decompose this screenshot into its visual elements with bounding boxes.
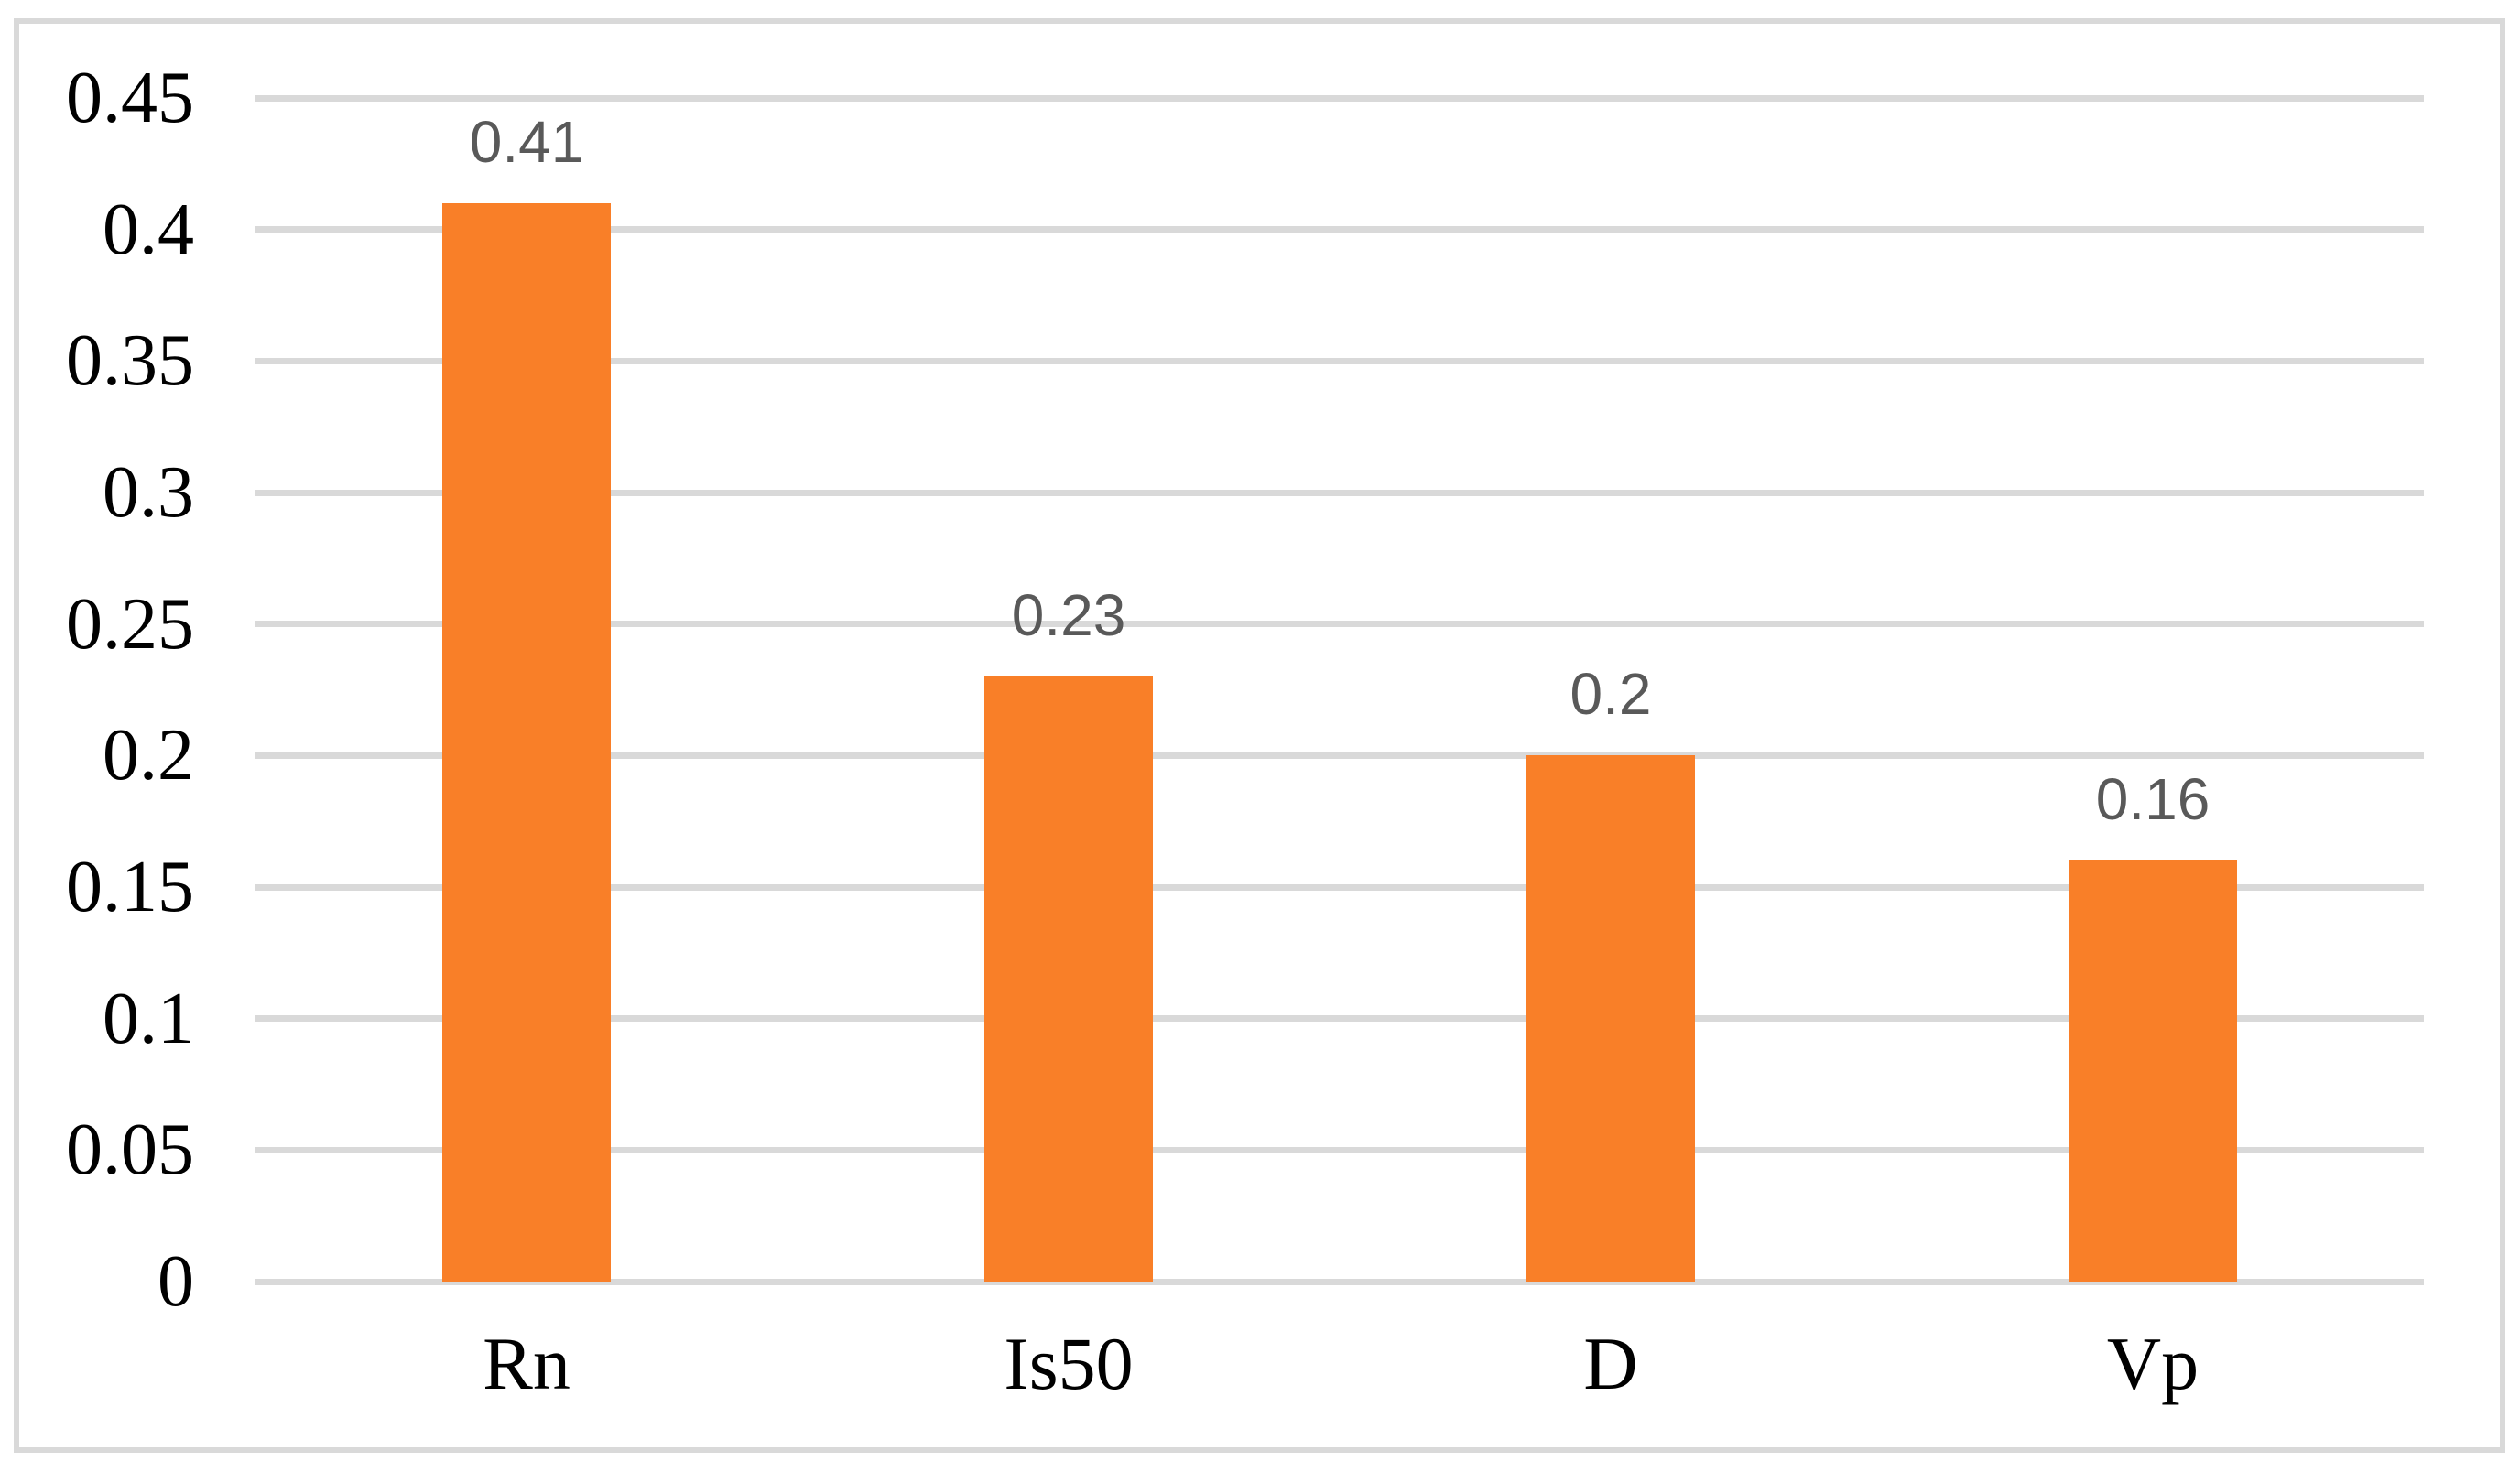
gridline — [255, 1146, 2424, 1153]
gridline — [255, 883, 2424, 891]
y-tick-label: 0.4 — [103, 189, 194, 270]
y-tick-label: 0.35 — [66, 320, 194, 402]
data-label: 0.41 — [469, 108, 584, 175]
data-label: 0.2 — [1570, 661, 1652, 728]
gridline — [255, 94, 2424, 102]
gridline — [255, 752, 2424, 759]
gridline — [255, 489, 2424, 496]
bar-Is50 — [984, 676, 1153, 1282]
x-tick-label: D — [1583, 1322, 1638, 1405]
chart-border-frame — [14, 18, 2505, 1453]
bar-Vp — [2069, 860, 2237, 1282]
plot-area: 0.41 0.23 0.2 0.16 — [255, 94, 2424, 1285]
y-tick-label: 0 — [158, 1241, 194, 1322]
gridline — [255, 357, 2424, 364]
y-axis-tick-labels: 0.45 0.4 0.35 0.3 0.25 0.2 0.15 0.1 0.05 0 — [0, 58, 194, 1322]
data-label: 0.16 — [2095, 766, 2210, 833]
y-tick-label: 0.2 — [103, 715, 194, 796]
x-tick-label: Is50 — [1004, 1322, 1134, 1405]
x-tick-label: Rn — [483, 1322, 570, 1405]
data-label: 0.23 — [1011, 582, 1126, 649]
y-tick-label: 0.15 — [66, 847, 194, 927]
y-tick-label: 0.3 — [103, 452, 194, 533]
gridline — [255, 1278, 2424, 1285]
y-tick-label: 0.05 — [66, 1109, 194, 1191]
gridline — [255, 621, 2424, 628]
y-tick-label: 0.1 — [103, 978, 194, 1059]
bar-D — [1526, 755, 1695, 1282]
y-tick-label: 0.25 — [66, 583, 194, 665]
gridline — [255, 226, 2424, 233]
gridline — [255, 1015, 2424, 1023]
x-tick-label: Vp — [2106, 1322, 2200, 1405]
y-tick-label: 0.45 — [66, 58, 194, 138]
x-axis-category-labels: Rn Is50 D Vp — [255, 1282, 2424, 1446]
bar-Rn — [442, 202, 611, 1282]
